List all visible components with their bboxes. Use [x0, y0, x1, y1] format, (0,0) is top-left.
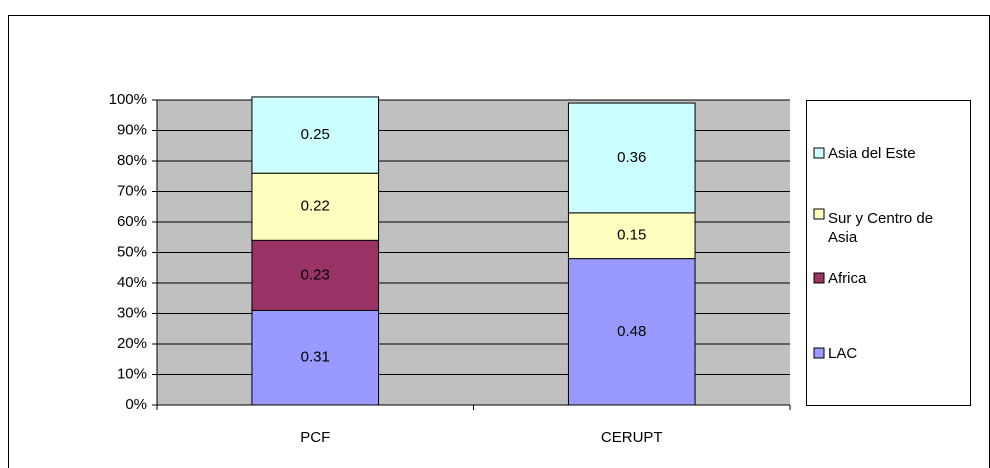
value-label: 0.48	[617, 323, 646, 340]
value-label: 0.31	[301, 349, 330, 366]
value-label: 0.15	[617, 227, 646, 244]
bar-segment	[251, 96, 380, 174]
legend-item: Sur y Centro de Asia	[828, 174, 958, 254]
legend-item: LAC	[828, 313, 958, 393]
value-label: 0.36	[617, 149, 646, 166]
legend-wrap: Asia del Este	[828, 113, 958, 193]
value-label: 0.25	[301, 126, 330, 143]
y-tick-label: 60%	[117, 213, 147, 230]
y-tick-label: 90%	[117, 121, 147, 138]
y-tick-label: 80%	[117, 152, 147, 169]
legend-label: Africa	[828, 269, 867, 287]
y-tick-label: 0%	[125, 396, 147, 413]
legend-wrap: Africa	[828, 238, 958, 318]
y-tick-label: 70%	[117, 182, 147, 199]
legend-wrap: LAC	[828, 313, 958, 393]
legend-swatch	[813, 147, 825, 159]
value-label: 0.23	[301, 266, 330, 283]
bar-segment	[251, 309, 380, 406]
legend-label: LAC	[828, 344, 858, 362]
legend-label: Asia del Este	[828, 144, 916, 162]
legend-swatch	[813, 347, 825, 359]
legend-box	[806, 100, 971, 406]
y-tick-label: 20%	[117, 335, 147, 352]
legend-wrap: Sur y Centro de Asia	[828, 174, 958, 254]
bar-segment	[251, 172, 380, 241]
legend-swatch	[813, 208, 825, 220]
legend-swatch	[813, 272, 825, 284]
x-tick-label: CERUPT	[601, 429, 663, 446]
legend-item: Asia del Este	[828, 113, 958, 193]
bar-segment	[567, 258, 696, 406]
bar-segment	[567, 212, 696, 260]
bar-segment	[567, 102, 696, 214]
legend-label: Sur y Centro de Asia	[828, 210, 934, 246]
legend-item: Africa	[828, 238, 958, 318]
value-label: 0.22	[301, 198, 330, 215]
bar-segment	[251, 239, 380, 311]
y-tick-label: 30%	[117, 304, 147, 321]
y-tick-label: 40%	[117, 274, 147, 291]
y-tick-label: 50%	[117, 243, 147, 260]
x-tick-label: PCF	[300, 429, 330, 446]
y-tick-label: 10%	[117, 365, 147, 382]
y-tick-label: 100%	[109, 91, 147, 108]
